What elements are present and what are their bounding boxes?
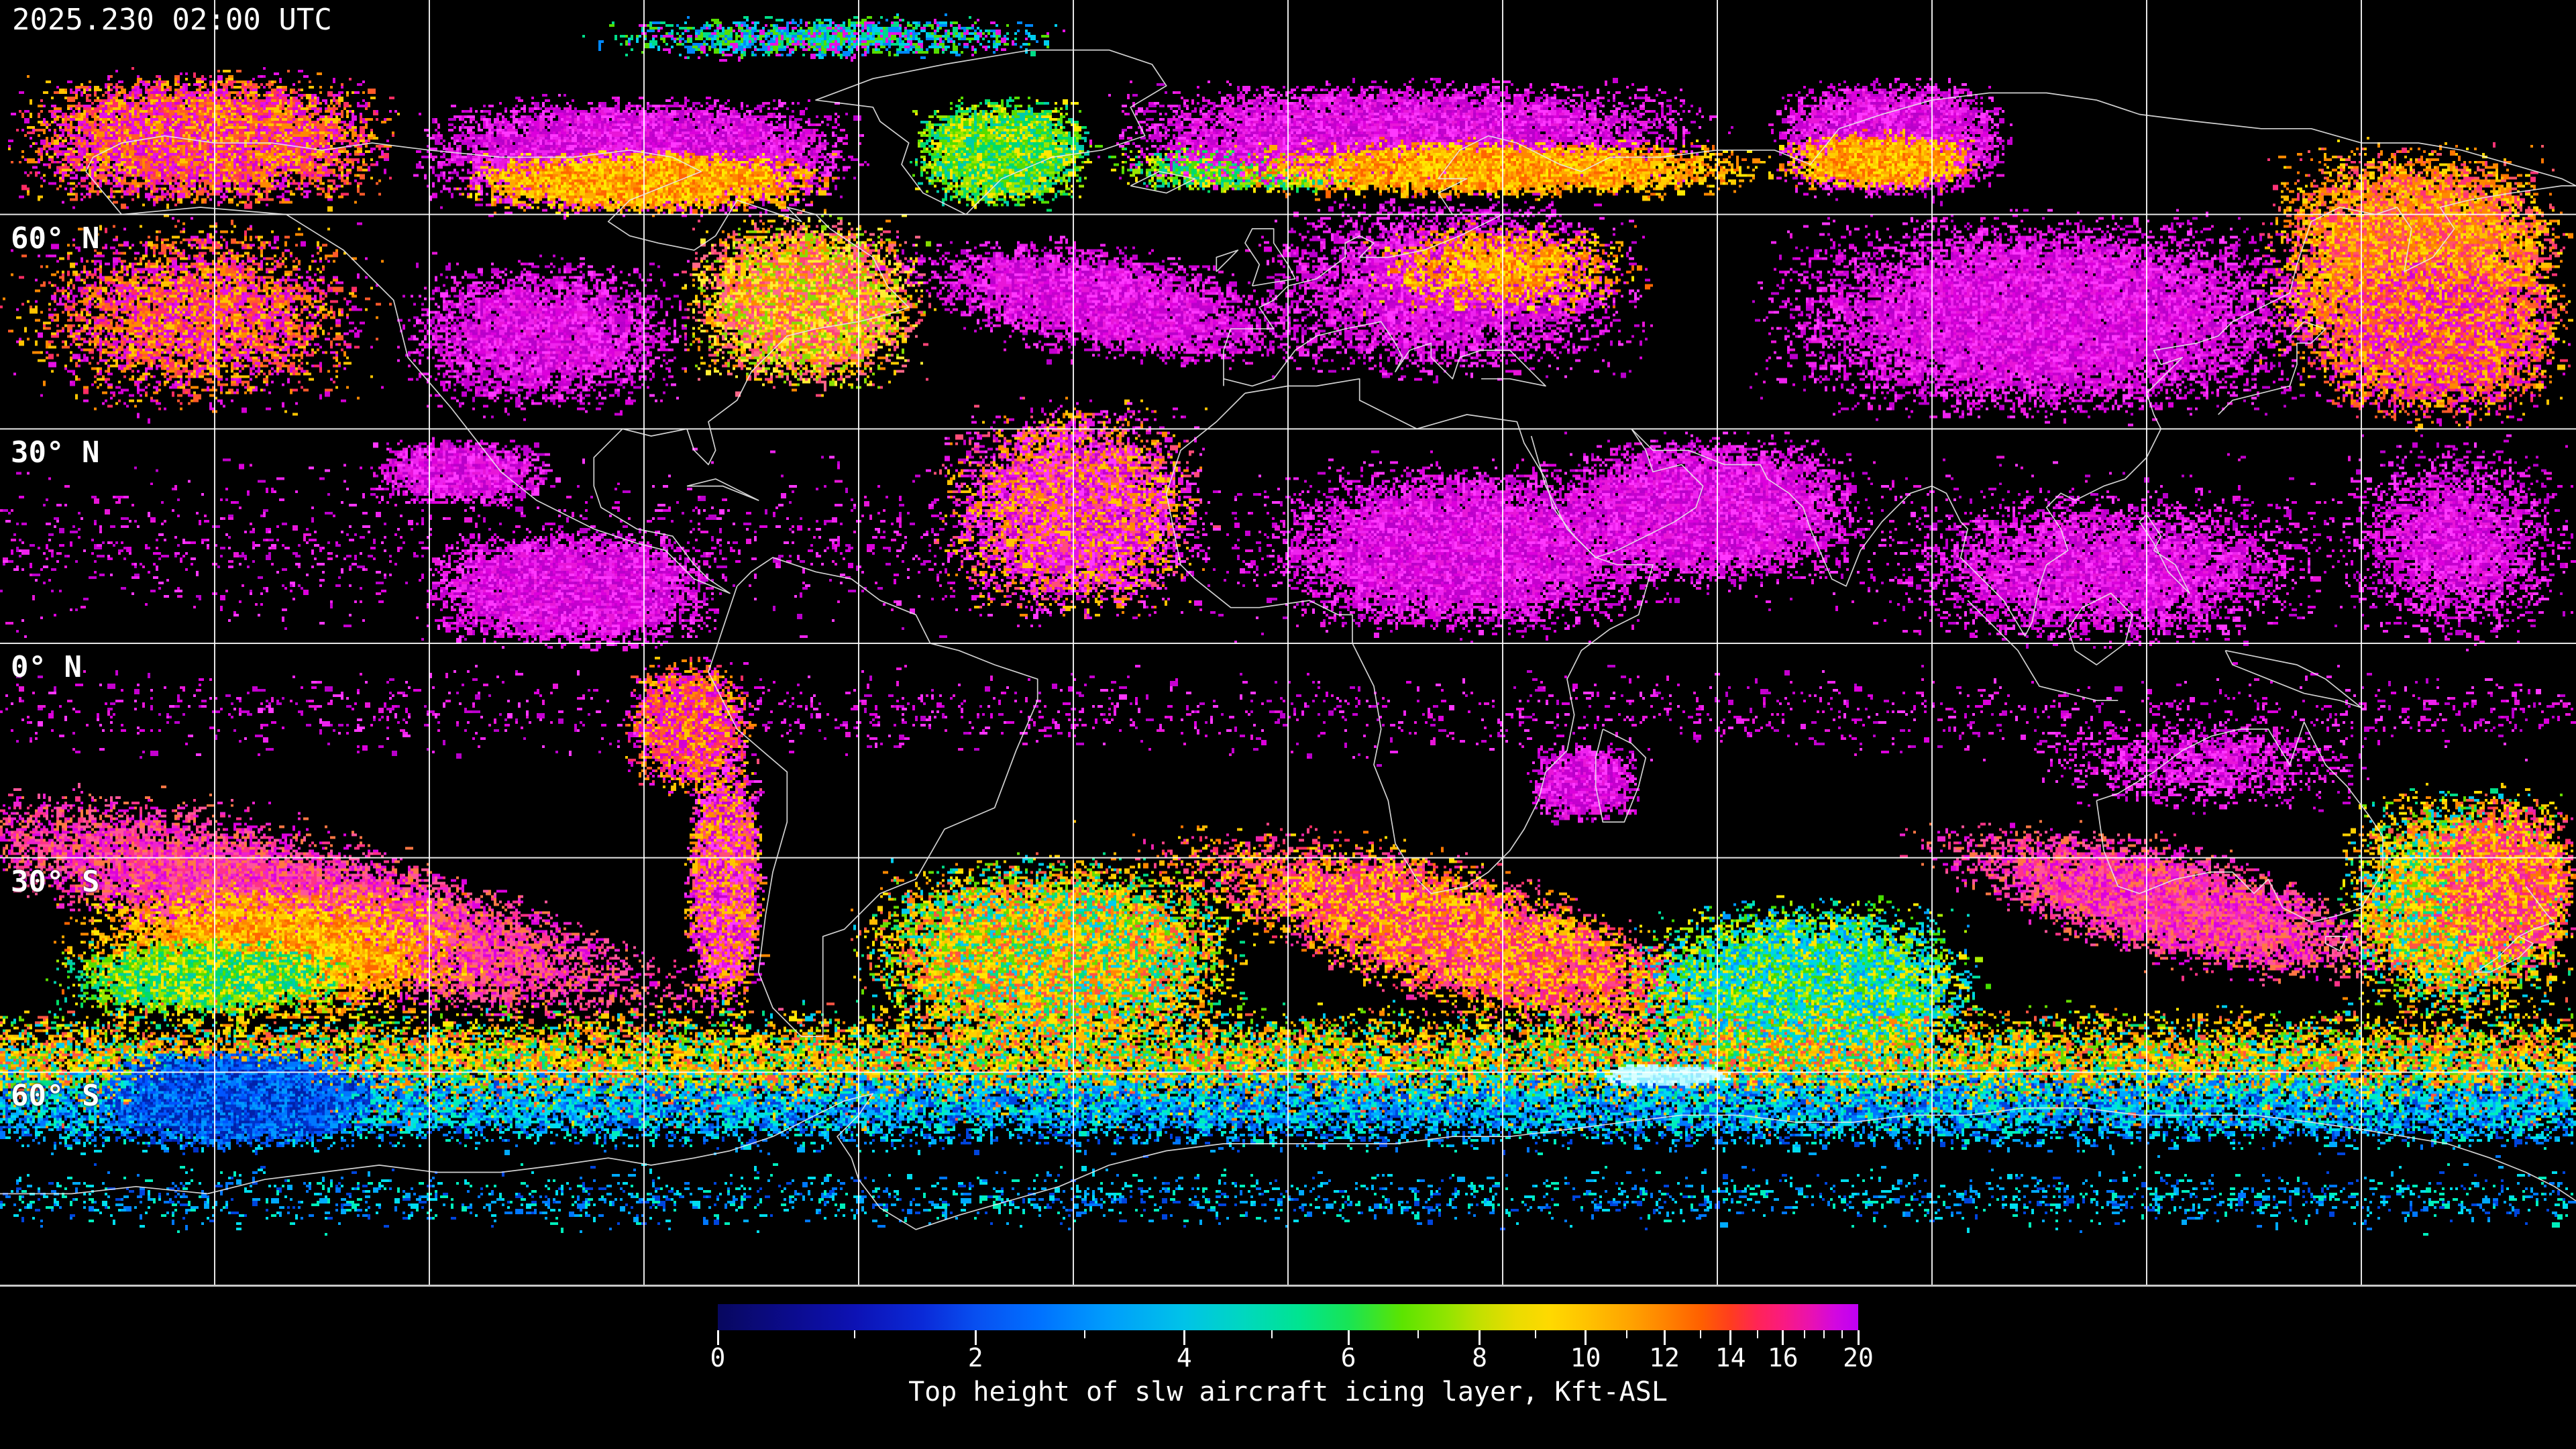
coastline-arabia bbox=[1530, 428, 1704, 558]
coastline-new-guinea bbox=[2224, 649, 2362, 708]
coastline-asia-south-east bbox=[1631, 185, 2576, 637]
colorbar-major-tick bbox=[1183, 1330, 1185, 1345]
colorbar-minor-tick bbox=[1757, 1330, 1759, 1338]
colorbar-minor-tick bbox=[1841, 1330, 1843, 1338]
coastline-north-america bbox=[85, 135, 910, 594]
coastline-borneo bbox=[2067, 592, 2133, 665]
colorbar-minor-tick bbox=[1534, 1330, 1536, 1338]
coastline-sumatra-java bbox=[1967, 600, 2118, 702]
coastline-australia bbox=[2096, 721, 2383, 923]
coastline-ireland bbox=[1216, 250, 1239, 272]
latitude-label: 30° S bbox=[11, 864, 100, 899]
coastline-britain bbox=[1244, 228, 1296, 287]
colorbar-tick-label: 16 bbox=[1767, 1343, 1799, 1373]
colorbar-minor-tick bbox=[1823, 1330, 1825, 1338]
coastline-madagascar bbox=[1595, 729, 1647, 823]
colorbar-caption: Top height of slw aircraft icing layer, … bbox=[908, 1377, 1668, 1407]
colorbar-tick-label: 12 bbox=[1649, 1343, 1680, 1373]
colorbar-minor-tick bbox=[1417, 1330, 1419, 1338]
colorbar-minor-tick bbox=[1084, 1330, 1086, 1338]
coastline-cuba bbox=[686, 478, 759, 501]
latitude-label: 0° N bbox=[11, 650, 82, 684]
coastline-japan bbox=[2218, 321, 2326, 415]
colorbar-major-tick bbox=[1663, 1330, 1666, 1345]
coastline-africa bbox=[1165, 378, 1654, 894]
colorbar-major-tick bbox=[716, 1330, 719, 1345]
colorbar-tick-label: 2 bbox=[967, 1343, 983, 1373]
colorbar-minor-tick bbox=[1700, 1330, 1702, 1338]
colorbar-major-tick bbox=[1857, 1330, 1860, 1345]
colorbar-tick-label: 10 bbox=[1570, 1343, 1601, 1373]
colorbar-minor-tick bbox=[1804, 1330, 1806, 1338]
colorbar-major-tick bbox=[1782, 1330, 1784, 1345]
colorbar-minor-tick bbox=[854, 1330, 855, 1338]
coastline-iceland bbox=[1130, 170, 1196, 194]
colorbar-minor-tick bbox=[1271, 1330, 1273, 1338]
colorbar-major-tick bbox=[1479, 1330, 1481, 1345]
colorbar-major-tick bbox=[1347, 1330, 1350, 1345]
colorbar-gradient bbox=[718, 1304, 1858, 1330]
colorbar-tick-label: 4 bbox=[1176, 1343, 1192, 1373]
colorbar-major-tick bbox=[1585, 1330, 1587, 1345]
colorbar-major-tick bbox=[974, 1330, 977, 1345]
colorbar-minor-tick bbox=[1625, 1330, 1627, 1338]
latitude-label: 60° N bbox=[11, 221, 100, 256]
coastline-greenland bbox=[815, 49, 1167, 215]
coastline-south-america bbox=[708, 557, 1038, 1037]
coastline-south-europe bbox=[1223, 321, 1546, 387]
timestamp: 2025.230 02:00 UTC bbox=[12, 3, 332, 37]
colorbar-major-tick bbox=[1729, 1330, 1732, 1345]
coastline-eurasia-north bbox=[1223, 92, 2576, 386]
colorbar-tick-label: 6 bbox=[1340, 1343, 1356, 1373]
coastline-antarctica bbox=[0, 1093, 2576, 1230]
latitude-label: 60° S bbox=[11, 1079, 100, 1114]
latitude-label: 30° N bbox=[11, 435, 100, 470]
coastline-tasmania bbox=[2324, 936, 2348, 952]
map-grid-coastline-overlay bbox=[0, 0, 2576, 1287]
colorbar-tick-label: 8 bbox=[1472, 1343, 1488, 1373]
colorbar-tick-label: 14 bbox=[1715, 1343, 1746, 1373]
coastline-new-zealand bbox=[2475, 885, 2555, 973]
colorbar-tick-label: 0 bbox=[710, 1343, 726, 1373]
coastline-philippines bbox=[2139, 514, 2190, 594]
colorbar-tick-label: 20 bbox=[1843, 1343, 1874, 1373]
